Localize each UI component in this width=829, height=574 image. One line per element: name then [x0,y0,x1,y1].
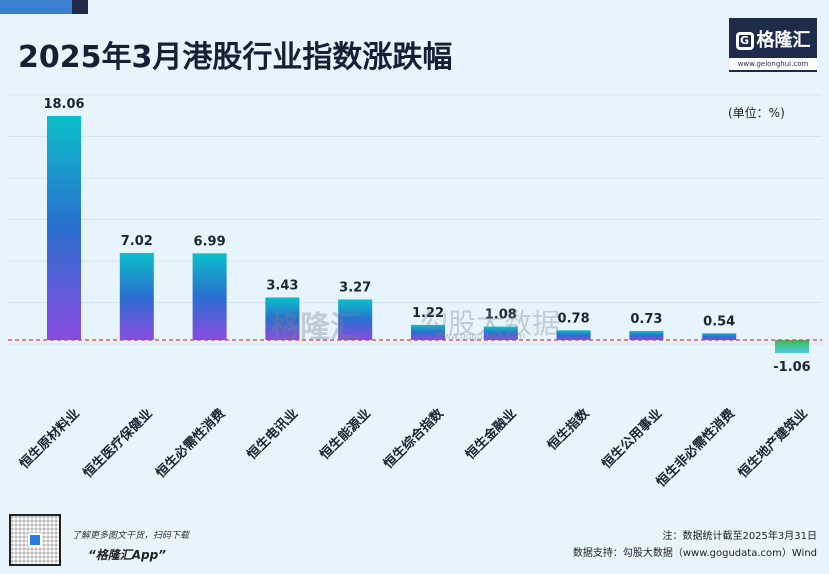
footer-source: 数据支持：勾股大数据（www.gogudata.com）Wind [572,548,817,559]
bar-7 [556,330,591,340]
footer-note: 注：数据统计截至2025年3月31日 [662,531,817,542]
footer-app: “格隆汇App” [88,548,166,562]
bar-1 [119,252,154,340]
category-label-8: 恒生公用事业 [599,406,665,472]
bar-10 [775,340,809,354]
watermark-right: 勾股大数据 [420,307,561,340]
value-label-3: 3.43 [266,278,298,293]
bar-9 [702,333,737,340]
watermark-right-url: www.gogudata.com [436,332,526,342]
value-label-6: 1.08 [485,308,517,323]
category-label-5: 恒生综合指数 [380,405,447,472]
bar-5 [411,324,445,340]
logo-name: 格隆汇 [756,30,811,51]
category-label-6: 恒生金融业 [462,406,519,463]
brand-logo: G 格隆汇 www.gelonghui.com [729,18,817,72]
qr-logo-icon [28,533,42,547]
unit-label: (单位：%) [728,106,785,120]
value-label-9: 0.54 [703,314,735,329]
value-label-5: 1.22 [412,306,444,321]
corner-accent [0,0,72,14]
value-label-10: -1.06 [773,360,810,375]
value-label-0: 18.06 [43,97,84,112]
watermark-left: 格隆汇 [270,310,360,345]
category-label-9: 恒生非必需性消费 [653,406,738,491]
category-label-3: 恒生电讯业 [244,406,301,463]
chart-title: 2025年3月港股行业指数涨跌幅 [18,40,453,75]
category-label-1: 恒生医疗保健业 [80,406,156,482]
value-label-4: 3.27 [339,280,371,295]
value-label-1: 7.02 [121,234,153,249]
bar-8 [629,330,664,340]
logo-url: www.gelonghui.com [729,58,817,70]
logo-g-icon: G [735,32,754,50]
category-label-10: 恒生地产建筑业 [735,406,811,482]
value-label-8: 0.73 [630,312,662,327]
value-label-2: 6.99 [194,234,226,249]
bar-3 [265,297,300,340]
value-label-7: 0.78 [558,311,590,326]
corner-bar [72,0,88,14]
category-label-0: 恒生原材料业 [16,406,82,472]
bar-2 [192,253,227,340]
bar-4 [338,299,373,340]
bar-6 [483,326,518,340]
bar-0 [47,116,81,340]
footer-tip: 了解更多图文干货，扫码下载 [72,531,190,541]
category-label-2: 恒生必需性消费 [153,406,229,482]
category-label-7: 恒生指数 [544,405,593,454]
category-label-4: 恒生能源业 [317,406,374,463]
